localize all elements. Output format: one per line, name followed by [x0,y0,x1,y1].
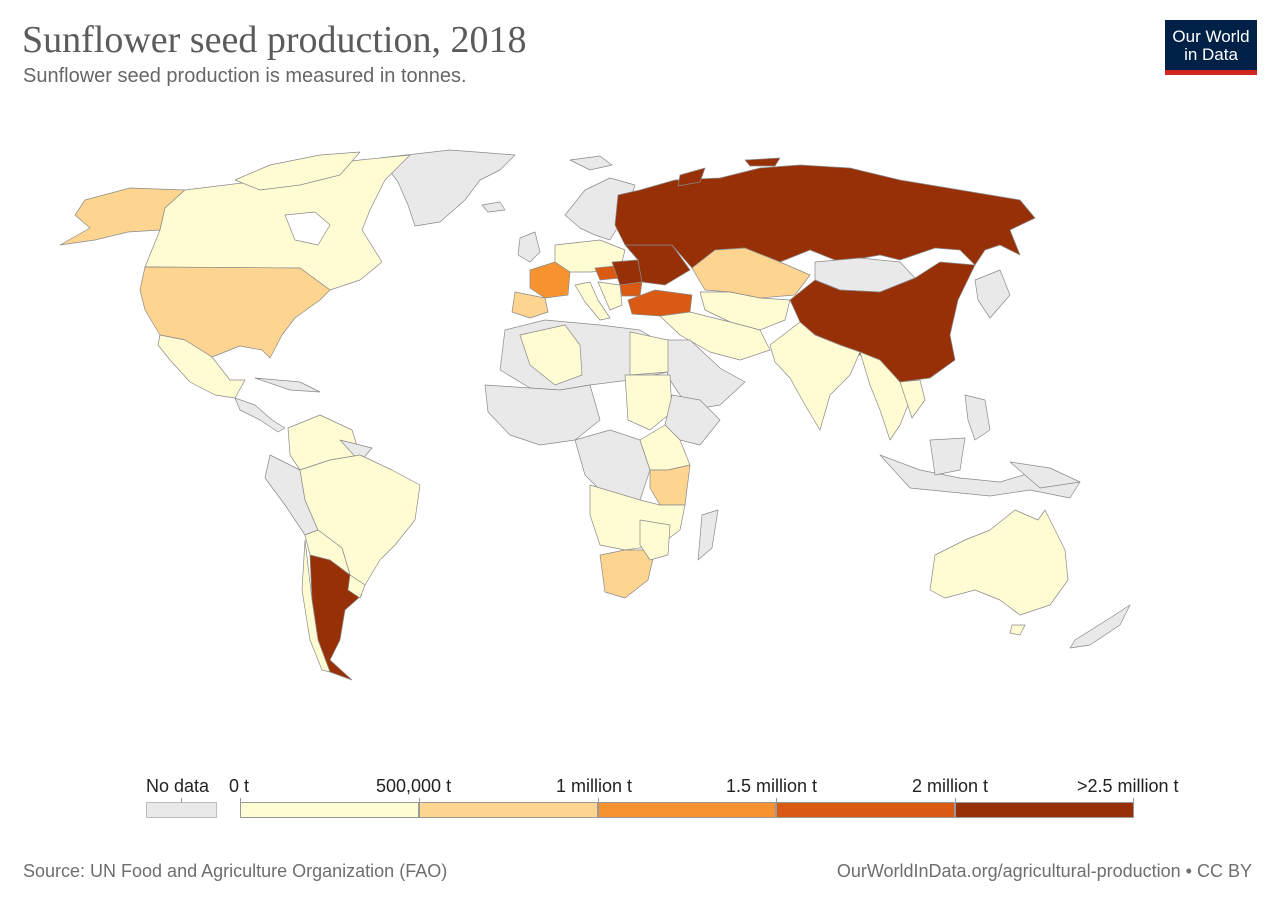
region-greenland[interactable] [379,149,516,227]
region-indonesia[interactable] [879,454,1081,499]
region-alaska[interactable] [59,187,186,246]
legend-tick-no-data [181,798,182,803]
legend-swatch-2[interactable] [598,802,776,818]
region-central-america[interactable] [234,397,286,433]
region-myanmar-thailand[interactable] [859,351,911,441]
legend-no-data-label: No data [146,776,210,796]
legend-bin-label-2: 1 million t [556,776,633,796]
legend-tick-4 [955,798,956,803]
region-central-asia[interactable] [699,291,791,331]
chart-title: Sunflower seed production, 2018 [22,19,527,61]
legend-tick-5 [1133,798,1134,803]
region-tanzania[interactable] [649,464,691,506]
region-italy[interactable] [574,281,611,321]
region-borneo[interactable] [929,437,966,476]
region-west-africa[interactable] [484,384,601,446]
region-russia[interactable] [614,164,1036,269]
region-india[interactable] [769,321,861,431]
region-australia[interactable] [929,509,1069,616]
region-uruguay[interactable] [347,574,366,599]
world-map [59,149,1131,681]
logo-accent-bar [1165,70,1257,75]
region-tasmania[interactable] [1009,624,1026,636]
region-balkans[interactable] [597,281,623,311]
region-canada-arctic[interactable] [234,151,361,191]
region-new-zealand[interactable] [1069,604,1131,649]
region-usa[interactable] [139,266,331,359]
region-mozambique-zim[interactable] [639,519,671,561]
legend-tick-1 [419,798,420,803]
region-arabia[interactable] [654,339,746,411]
chart-subtitle: Sunflower seed production is measured in… [23,65,467,87]
region-spain[interactable] [511,291,549,319]
legend-tick-3 [776,798,777,803]
region-madagascar[interactable] [697,509,719,561]
region-egypt[interactable] [629,331,669,376]
region-russia-island[interactable] [744,157,781,167]
region-algeria[interactable] [519,324,583,386]
region-south-africa[interactable] [599,549,656,599]
region-sudan[interactable] [624,374,673,431]
legend-bin-label-1: 500,000 t [376,776,452,796]
region-korea-japan[interactable] [974,269,1011,319]
region-central-africa[interactable] [574,429,651,501]
region-kazakhstan[interactable] [691,247,811,299]
legend-swatch-0[interactable] [240,802,419,818]
legend-last-label: >2.5 million t [1077,776,1179,796]
region-iceland[interactable] [481,201,506,213]
region-caribbean[interactable] [254,377,321,393]
region-russia-island-2[interactable] [677,167,706,187]
legend-bin-label-0: 0 t [229,776,250,796]
region-svalbard[interactable] [569,155,613,171]
region-uk[interactable] [517,231,541,263]
legend-swatch-4[interactable] [955,802,1134,818]
hudson-bay [284,211,331,246]
logo-line-2: in Data [1184,45,1238,64]
legend-bin-label-3: 1.5 million t [726,776,818,796]
region-new-guinea[interactable] [1009,461,1081,489]
legend-swatch-1[interactable] [419,802,598,818]
legend-tick-2 [598,798,599,803]
logo-line-1: Our World [1172,27,1250,46]
legend-bin-label-4: 2 million t [912,776,989,796]
region-indochina[interactable] [899,379,926,419]
region-philippines[interactable] [964,394,991,441]
region-romania[interactable] [611,259,643,286]
region-chile[interactable] [301,539,331,673]
credit-link[interactable]: OurWorldInData.org/agricultural-producti… [836,861,1252,881]
legend-no-data-swatch[interactable] [146,802,217,818]
owid-logo[interactable]: Our World in Data [1165,20,1257,75]
source-note: Source: UN Food and Agriculture Organiza… [23,861,448,881]
legend-swatch-3[interactable] [776,802,955,818]
legend-tick-0 [240,798,241,803]
